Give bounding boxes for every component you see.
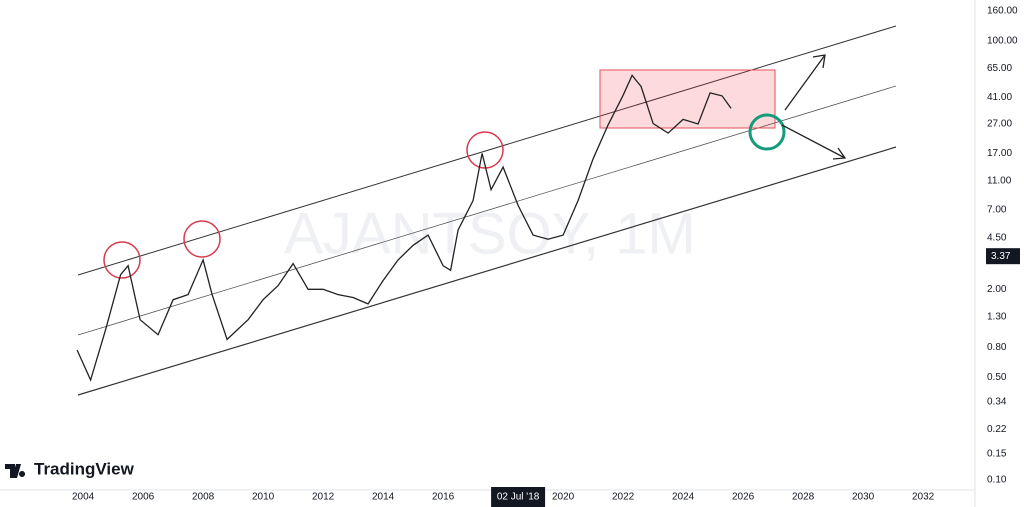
crosshair-x-box [491,487,546,507]
y-tick-label: 0.10 [987,474,1007,485]
price-line [76,74,732,382]
watermark: AJANTSOY, 1M [284,201,696,266]
y-tick-label: 17.00 [987,148,1012,159]
support-circle [748,113,786,151]
y-tick-label: 0.34 [987,397,1007,408]
y-tick-label: 27.00 [987,119,1012,130]
logo: TradingView [5,459,135,478]
y-tick-label: 4.50 [987,232,1007,243]
crosshair-y-box [986,248,1020,265]
y-tick-label: 7.00 [987,204,1007,215]
y-tick-label: 0.50 [987,372,1007,383]
x-tick-label: 2030 [852,492,875,503]
x-tick-label: 2010 [252,492,275,503]
y-tick-label: 160.00 [987,6,1018,17]
y-tick-label: 0.22 [987,424,1007,435]
brand: TradingView [34,459,135,478]
x-tick-label: 2032 [912,492,935,503]
x-tick-label: 2016 [432,492,455,503]
y-tick-label: 65.00 [987,63,1012,74]
y-tick-label: 0.80 [987,342,1007,353]
x-tick-label: 2006 [132,492,155,503]
x-tick-label: 2014 [372,492,395,503]
y-tick-label: 100.00 [987,35,1018,46]
arrows [781,54,847,160]
crosshair-x-label: 02 Jul '18 [497,492,540,503]
crosshair-y-label: 3.37 [991,251,1011,262]
range-box [599,69,776,129]
y-tick-label: 2.00 [987,284,1007,295]
highlight-circle [103,241,141,279]
x-tick-label: 2022 [612,492,635,503]
y-tick-label: 11.00 [987,176,1012,187]
x-tick-label: 2008 [192,492,215,503]
y-tick-label: 41.00 [987,92,1012,103]
y-tick-label: 0.15 [987,449,1007,460]
channel-upper [77,25,897,276]
y-tick-label: 1.30 [987,311,1007,322]
highlight-circle [183,220,221,258]
x-tick-label: 2012 [312,492,335,503]
x-tick-label: 2020 [552,492,575,503]
x-tick-label: 2028 [792,492,815,503]
highlight-circle [466,131,504,169]
x-tick-label: 2004 [72,492,95,503]
x-tick-label: 2026 [732,492,755,503]
channel-lower [77,146,897,396]
x-tick-label: 2024 [672,492,695,503]
